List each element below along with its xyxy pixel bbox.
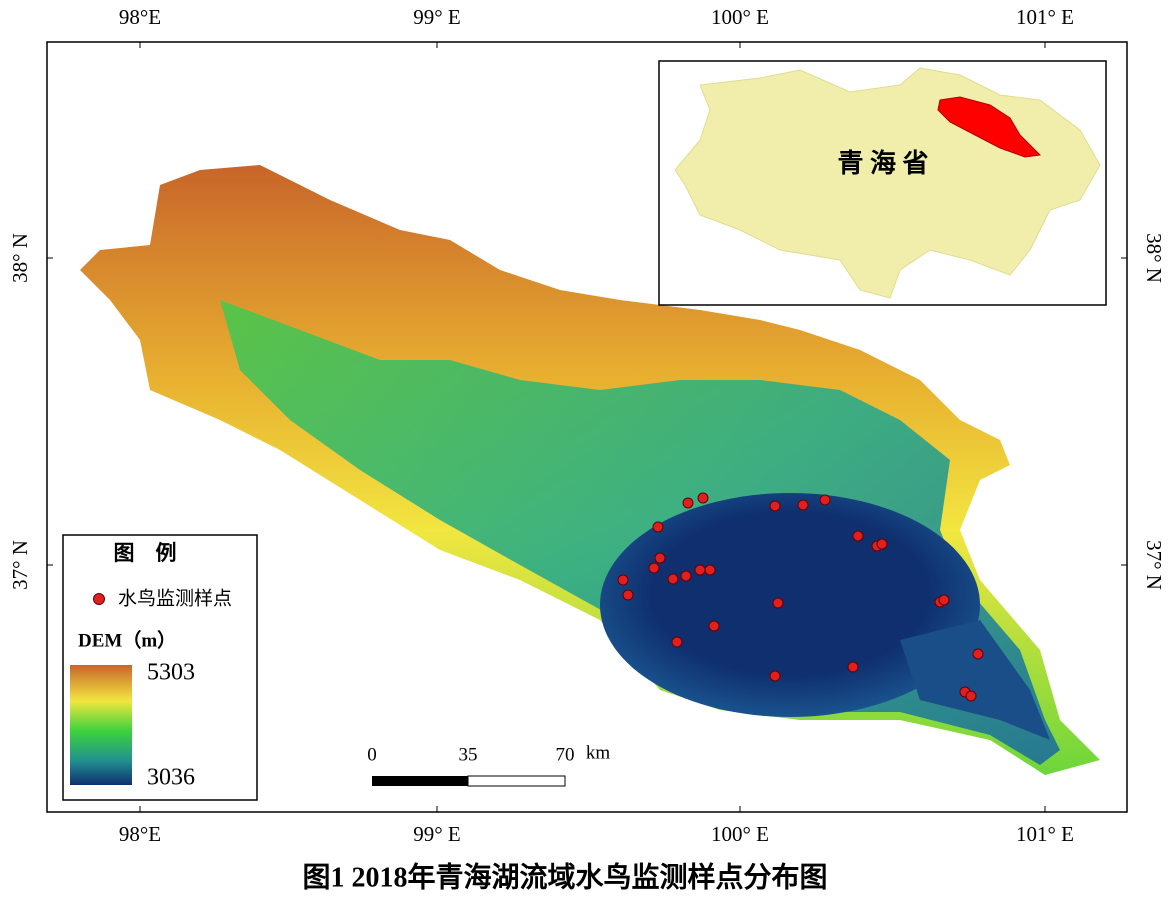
legend-point [93, 593, 105, 605]
sample-point [654, 552, 666, 564]
sample-point [852, 530, 864, 542]
latitude-label: 37° N [1142, 540, 1166, 590]
sample-point [667, 573, 679, 585]
legend-point-label: 水鸟监测样点 [118, 587, 232, 609]
latitude-label: 38° N [8, 233, 32, 283]
sample-point [694, 564, 706, 576]
scale-segment [467, 775, 566, 787]
sample-point [682, 497, 694, 509]
sample-point [697, 492, 709, 504]
scale-segment [372, 776, 468, 786]
sample-point [617, 574, 629, 586]
latitude-label: 38° N [1142, 233, 1166, 283]
longitude-label: 99° E [413, 822, 460, 846]
qinghai-lake [600, 493, 980, 717]
sample-points [617, 492, 984, 702]
longitude-label: 101° E [1016, 822, 1074, 846]
legend-title: 图 例 [114, 541, 177, 565]
longitude-label: 100° E [711, 5, 769, 29]
dem-max: 5303 [147, 660, 195, 686]
longitude-label: 100° E [711, 822, 769, 846]
sample-point [708, 620, 720, 632]
sample-point [797, 499, 809, 511]
sample-point [972, 648, 984, 660]
scale-label: 35 [459, 744, 478, 765]
basin-in-province [937, 96, 1042, 158]
scale-label: 70 [556, 744, 575, 765]
dem-title: DEM（m） [78, 628, 176, 651]
sample-point [671, 636, 683, 648]
sample-point [652, 521, 664, 533]
sample-point [819, 494, 831, 506]
lake-tail [900, 620, 1050, 740]
dem-min: 3036 [147, 765, 195, 791]
sample-point [769, 500, 781, 512]
sample-point [772, 597, 784, 609]
scale-bar: 0 35 70 km [367, 742, 611, 787]
longitude-label: 101° E [1016, 5, 1074, 29]
caption: 图1 2018年青海湖流域水鸟监测样点分布图 [302, 860, 827, 893]
sample-point [876, 538, 888, 550]
latitude-label: 37° N [8, 540, 32, 590]
inset: 青 海 省 [658, 60, 1107, 306]
scale-unit: km [586, 742, 611, 763]
dem-colorbar [70, 665, 132, 785]
sample-point [847, 661, 859, 673]
inset-label: 青 海 省 [837, 149, 928, 178]
sample-point [965, 690, 977, 702]
sample-point [680, 570, 692, 582]
sample-point [622, 589, 634, 601]
longitude-label: 99° E [413, 5, 460, 29]
sample-point [648, 562, 660, 574]
sample-point [704, 564, 716, 576]
sample-point [769, 670, 781, 682]
longitude-label: 98°E [119, 822, 161, 846]
legend: 图 例 水鸟监测样点 DEM（m） 5303 3036 [62, 534, 258, 801]
scale-label: 0 [367, 744, 377, 765]
longitude-label: 98°E [119, 5, 161, 29]
sample-point [938, 594, 950, 606]
